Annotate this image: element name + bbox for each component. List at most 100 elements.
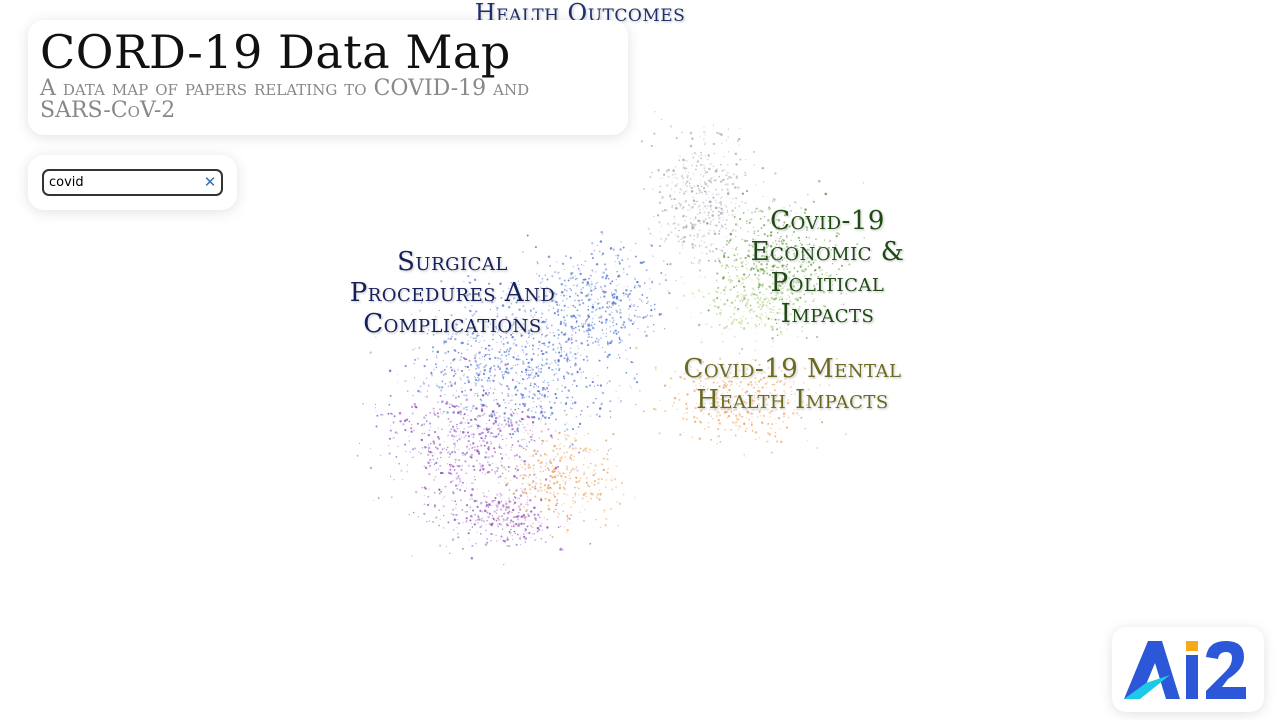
close-icon[interactable]: ✕ [203,173,217,191]
map-point [563,488,566,491]
map-point [740,319,744,322]
map-point [523,431,525,433]
map-point [741,388,744,391]
map-point [709,180,712,183]
map-point [566,438,568,440]
search-input[interactable] [42,169,223,196]
map-point [654,366,657,369]
map-point [747,262,749,264]
map-point [565,493,569,496]
map-point [410,405,414,409]
map-point [601,275,604,279]
map-point [553,494,555,496]
map-point [757,386,760,388]
map-point [584,457,586,459]
map-point [448,406,451,409]
map-point [566,514,569,517]
map-point [491,348,494,350]
map-point [673,215,676,218]
map-point [389,429,392,432]
map-point [768,408,770,410]
map-point [501,375,505,379]
map-point [729,372,732,375]
map-point [733,422,736,425]
map-point [565,401,567,404]
map-point [572,265,575,268]
map-point [496,469,499,473]
map-point [564,423,567,426]
map-point [420,452,422,455]
map-point [487,506,490,508]
ai2-logo[interactable] [1112,627,1264,712]
map-point [435,469,437,471]
cluster-label-mental-health-impacts[interactable]: Covid-19 Mental Health Impacts [683,354,902,415]
map-point [421,487,423,489]
map-point [590,293,593,296]
map-point [485,496,488,498]
map-point [552,449,555,452]
map-point [497,506,500,509]
map-point [659,185,662,188]
map-point [579,367,581,370]
map-point [633,377,636,380]
map-point [599,489,601,491]
map-point [558,444,560,446]
map-point [737,294,740,297]
map-point [452,540,454,542]
map-point [712,243,715,245]
map-point [713,300,716,303]
map-point [675,204,677,206]
map-point [611,311,613,314]
map-point [507,512,510,515]
map-point [524,345,527,349]
map-point [571,342,573,344]
map-point [531,396,534,400]
map-point [782,301,785,304]
map-point [547,390,550,393]
map-point [591,242,594,245]
map-point [764,398,768,401]
map-point [578,422,582,426]
map-point [514,403,517,405]
map-point [617,331,620,333]
map-point [477,452,481,455]
map-point [497,328,501,332]
map-point [577,480,581,483]
map-point [738,425,741,428]
map-point [622,246,625,249]
map-point [545,318,548,321]
map-point [598,359,601,362]
map-point [508,457,510,460]
map-point [554,508,557,511]
map-point [603,295,606,298]
map-point [658,190,662,194]
map-point [745,190,749,193]
map-point [582,358,585,361]
cluster-label-economic-political-impacts[interactable]: Covid-19 Economic & Political Impacts [750,206,905,329]
map-point [726,163,729,166]
map-point [773,224,776,226]
map-point [756,276,759,279]
map-point [575,466,578,468]
map-point [460,352,463,355]
map-point [707,154,710,156]
map-point [568,474,571,477]
map-point [487,353,489,355]
map-point [516,428,518,431]
map-point [580,372,583,374]
map-point [521,477,523,479]
map-point [504,326,506,328]
map-point [749,395,752,398]
map-point [769,391,771,394]
cluster-label-surgical-procedures[interactable]: Surgical Procedures And Complications [349,247,556,339]
map-point [605,332,608,335]
map-point [724,395,728,399]
map-point [578,511,581,514]
map-point [792,280,795,283]
map-point [716,313,718,315]
map-point [471,488,474,491]
map-point [640,140,643,143]
map-point [765,266,768,269]
map-point [748,219,751,221]
